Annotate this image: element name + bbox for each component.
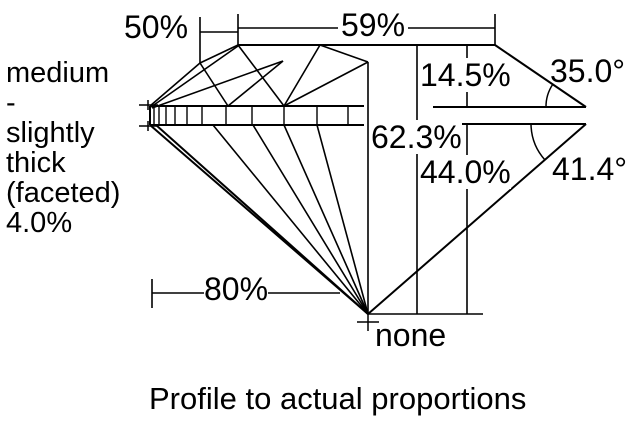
girdle-description-line: (faceted) <box>6 177 121 209</box>
diamond-outline <box>149 44 587 315</box>
crown-facet-lines <box>149 44 369 109</box>
dimension-lines <box>151 14 496 315</box>
tick-marks <box>139 100 379 331</box>
girdle-description-line: medium <box>6 57 110 89</box>
lower-girdle-label: 80% <box>204 271 269 307</box>
girdle-description-line: 4.0% <box>6 207 73 239</box>
angle-arcs <box>530 83 554 161</box>
total-depth-label: 62.3% <box>371 119 462 155</box>
girdle-description-line: slightly <box>6 117 95 149</box>
table-size-label: 59% <box>338 8 409 42</box>
culet-label: none <box>375 317 447 353</box>
crown-height-label: 14.5% <box>420 57 511 93</box>
girdle-description-line: thick <box>6 147 66 179</box>
pavilion-angle-label: 41.4° <box>552 151 628 187</box>
diagram-caption: Profile to actual proportions <box>149 381 527 416</box>
girdle-description-line: - <box>6 87 16 119</box>
girdle-facet-dividers <box>153 106 349 125</box>
pavilion-depth-label: 44.0% <box>420 154 511 190</box>
crown-angle-label: 35.0° <box>550 53 626 89</box>
girdle-description: medium - slightly thick (faceted) 4.0% <box>6 58 120 238</box>
pavilion-facet-lines <box>212 62 369 315</box>
star-length-label: 50% <box>124 9 189 45</box>
